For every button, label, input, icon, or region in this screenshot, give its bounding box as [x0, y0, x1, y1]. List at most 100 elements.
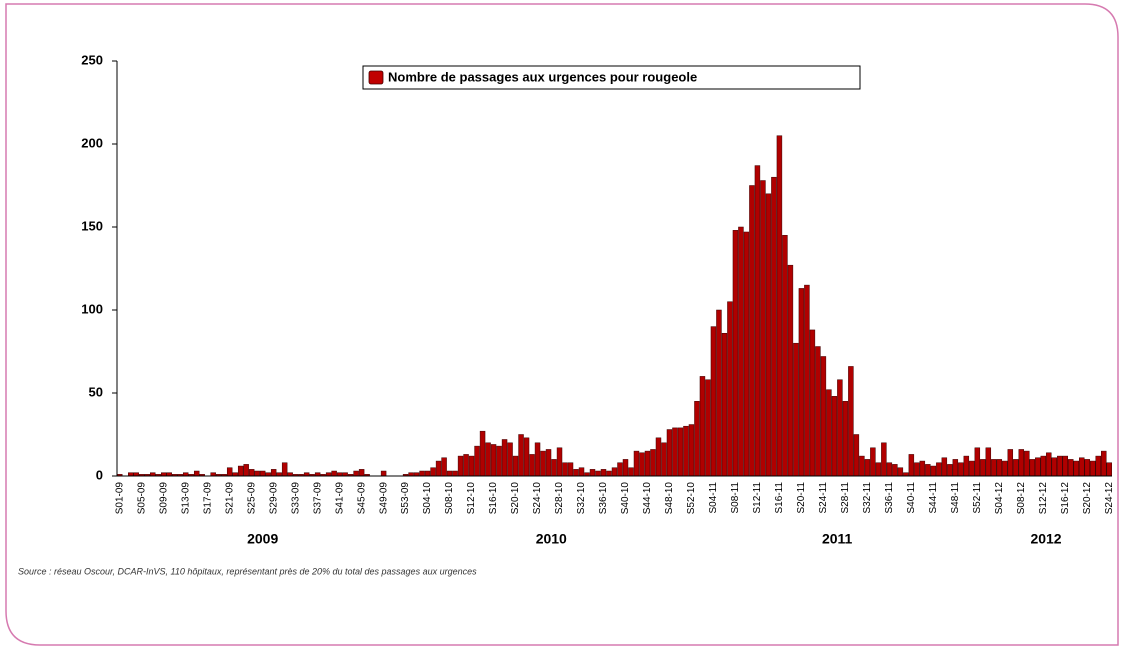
x-tick-label: S24-11 — [818, 482, 829, 514]
x-tick-label: S09-09 — [158, 482, 169, 515]
bar — [908, 454, 915, 477]
bar — [1090, 460, 1096, 477]
x-tick-label: S05-09 — [136, 482, 147, 515]
bar — [864, 459, 871, 477]
bar — [468, 455, 475, 477]
bar — [848, 366, 854, 477]
legend-label: Nombre de passages aux urgences pour rou… — [388, 69, 697, 84]
x-tick-label: S24-12 — [1104, 482, 1115, 515]
bar — [501, 439, 508, 477]
x-tick-label: S40-11 — [906, 482, 917, 514]
bar — [551, 459, 557, 477]
bar — [683, 425, 689, 477]
x-tick-label: S37-09 — [312, 482, 323, 515]
bar — [600, 469, 607, 477]
bar — [1057, 455, 1063, 477]
bar — [837, 379, 843, 477]
bar — [243, 464, 249, 477]
bar — [677, 427, 684, 477]
bar — [974, 447, 981, 477]
bar — [259, 470, 266, 477]
x-tick-label: S48-10 — [664, 482, 675, 515]
bar — [661, 442, 667, 477]
bar — [892, 464, 898, 477]
x-tick-label: S48-11 — [950, 482, 961, 514]
x-tick-label: S16-11 — [774, 482, 785, 514]
bar — [1068, 459, 1074, 477]
x-tick-label: S45-09 — [356, 482, 367, 515]
bar — [710, 326, 717, 477]
y-tick-label: 200 — [81, 135, 103, 150]
bar — [611, 467, 618, 477]
bar — [793, 342, 799, 477]
x-tick-label: S08-11 — [730, 482, 741, 514]
x-tick-label: S32-11 — [862, 482, 873, 514]
bar — [567, 462, 574, 477]
x-tick-label: S52-10 — [686, 482, 697, 515]
x-tick-label: S33-09 — [290, 482, 301, 515]
bar — [859, 455, 865, 477]
bar — [1002, 460, 1008, 477]
bar — [694, 401, 700, 477]
x-tick-label: S20-10 — [510, 482, 521, 515]
x-tick-label: S21-09 — [224, 482, 235, 515]
x-tick-label: S49-09 — [378, 482, 389, 515]
y-tick-label: 150 — [81, 218, 103, 233]
bar — [1029, 459, 1036, 477]
legend-box — [362, 65, 861, 90]
bar — [485, 442, 491, 477]
bar — [919, 460, 926, 477]
bar — [914, 462, 920, 477]
bar — [628, 467, 634, 477]
bar — [589, 469, 596, 477]
bar — [633, 450, 640, 477]
bar — [479, 430, 486, 477]
bar — [1106, 462, 1112, 477]
y-tick-label: 250 — [81, 52, 103, 67]
bar — [870, 447, 876, 477]
bar — [254, 470, 260, 477]
x-tick-label: S12-10 — [466, 482, 477, 515]
x-tick-label: S36-10 — [598, 482, 609, 515]
bar — [606, 470, 612, 477]
x-tick-label: S29-09 — [268, 482, 279, 515]
x-tick-label: S44-11 — [928, 482, 939, 514]
y-tick-label: 50 — [89, 384, 103, 399]
x-tick-label: S52-11 — [972, 482, 983, 514]
bar — [1024, 450, 1030, 477]
bar — [545, 449, 552, 477]
x-tick-label: S24-10 — [532, 482, 543, 515]
bar — [353, 470, 359, 477]
bar — [782, 235, 788, 477]
bar — [875, 462, 882, 477]
bar — [523, 437, 530, 477]
bar — [639, 452, 645, 477]
bar — [518, 434, 524, 477]
bar — [1079, 457, 1085, 477]
x-tick-label: S40-10 — [620, 482, 631, 515]
bar — [655, 437, 662, 477]
bar — [809, 329, 816, 477]
bar — [1013, 459, 1019, 477]
bar — [1062, 455, 1068, 477]
x-tick-label: S25-09 — [246, 482, 257, 515]
frame — [5, 3, 1119, 646]
bar — [358, 469, 365, 477]
x-tick-label: S32-10 — [576, 482, 587, 515]
bar — [1084, 459, 1090, 477]
bar — [281, 462, 288, 477]
bar — [595, 470, 601, 477]
bar — [760, 180, 766, 477]
bar — [963, 455, 970, 477]
bar — [947, 464, 953, 477]
bar — [815, 346, 821, 477]
bar — [496, 445, 502, 477]
bar — [556, 447, 563, 477]
bar — [952, 459, 959, 477]
bar — [881, 442, 887, 477]
bar — [716, 309, 722, 477]
year-label: 2010 — [536, 531, 567, 547]
x-tick-label: S04-10 — [422, 482, 433, 515]
bar — [573, 469, 579, 477]
bar — [958, 462, 964, 477]
